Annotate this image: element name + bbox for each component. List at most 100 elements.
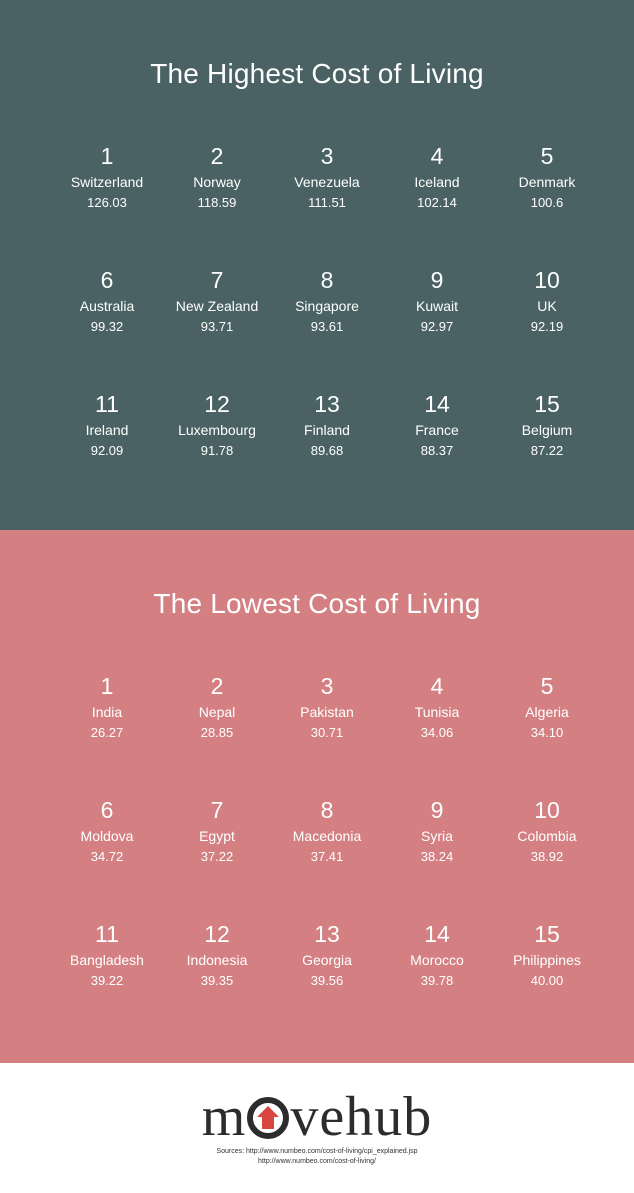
sources-line-1: Sources: http://www.numbeo.com/cost-of-l…: [216, 1148, 418, 1155]
lowest-cost-grid: 1 India 26.27 2 Nepal 28.85 3 Pakistan 30.71 4 Tun…: [52, 672, 582, 1044]
cost-index-value: 100.6: [530, 195, 564, 210]
country-name: Pakistan: [300, 704, 354, 720]
cost-index-value: 37.41: [310, 849, 344, 864]
cost-index-value: 92.97: [420, 319, 454, 334]
rank-number: 1: [100, 143, 114, 169]
country-name: Bangladesh: [70, 952, 144, 968]
cost-index-value: 38.24: [420, 849, 454, 864]
country-name: Nepal: [198, 704, 236, 720]
cost-index-value: 39.56: [310, 973, 344, 988]
lowest-entry: 3 Pakistan 30.71: [272, 672, 382, 796]
rank-number: 11: [95, 921, 119, 947]
cost-index-value: 92.09: [90, 443, 124, 458]
lowest-entry: 12 Indonesia 39.35: [162, 920, 272, 1044]
country-name: France: [415, 422, 459, 438]
rank-number: 13: [314, 921, 340, 947]
cost-index-value: 34.06: [420, 725, 454, 740]
rank-number: 5: [540, 143, 554, 169]
rank-number: 4: [430, 143, 444, 169]
cost-index-value: 34.72: [90, 849, 124, 864]
country-name: Moldova: [80, 828, 134, 844]
rank-number: 8: [320, 797, 334, 823]
footer: m vehub Sources: http://www.numbeo.com/co…: [0, 1063, 634, 1193]
rank-number: 7: [210, 797, 224, 823]
cost-index-value: 93.61: [310, 319, 344, 334]
country-name: Norway: [193, 174, 241, 190]
cost-index-value: 92.19: [530, 319, 564, 334]
country-name: Georgia: [302, 952, 352, 968]
rank-number: 5: [540, 673, 554, 699]
rank-number: 2: [210, 673, 224, 699]
country-name: Colombia: [517, 828, 577, 844]
rank-number: 10: [534, 797, 560, 823]
highest-entry: 2 Norway 118.59: [162, 142, 272, 266]
cost-index-value: 89.68: [310, 443, 344, 458]
rank-number: 4: [430, 673, 444, 699]
country-name: Switzerland: [70, 174, 144, 190]
rank-number: 9: [430, 797, 444, 823]
rank-number: 15: [534, 391, 560, 417]
country-name: Finland: [304, 422, 350, 438]
cost-index-value: 88.37: [420, 443, 454, 458]
cost-index-value: 38.92: [530, 849, 564, 864]
sources-note: Sources: http://www.numbeo.com/cost-of-l…: [0, 1147, 634, 1167]
rank-number: 6: [100, 267, 114, 293]
country-name: Algeria: [525, 704, 569, 720]
highest-entry: 12 Luxembourg 91.78: [162, 390, 272, 514]
lowest-entry: 4 Tunisia 34.06: [382, 672, 492, 796]
rank-number: 12: [204, 391, 230, 417]
cost-index-value: 93.71: [200, 319, 234, 334]
highest-entry: 3 Venezuela 111.51: [272, 142, 382, 266]
country-name: Indonesia: [186, 952, 248, 968]
highest-cost-grid: 1 Switzerland 126.03 2 Norway 118.59 3 Venezuel…: [52, 142, 582, 514]
lowest-cost-section: The Lowest Cost of Living 1 India 26.27 2 Ne…: [0, 530, 634, 1063]
cost-index-value: 102.14: [417, 195, 457, 210]
rank-number: 7: [210, 267, 224, 293]
rank-number: 11: [95, 391, 119, 417]
country-name: Iceland: [414, 174, 460, 190]
country-name: Ireland: [85, 422, 129, 438]
country-name: New Zealand: [175, 298, 259, 314]
cost-index-value: 39.35: [200, 973, 234, 988]
lowest-cost-title: The Lowest Cost of Living: [153, 588, 481, 619]
cost-index-value: 111.51: [308, 195, 346, 210]
lowest-entry: 9 Syria 38.24: [382, 796, 492, 920]
lowest-entry: 1 India 26.27: [52, 672, 162, 796]
highest-entry: 13 Finland 89.68: [272, 390, 382, 514]
lowest-entry: 7 Egypt 37.22: [162, 796, 272, 920]
highest-entry: 9 Kuwait 92.97: [382, 266, 492, 390]
cost-index-value: 39.78: [420, 973, 454, 988]
sources-line-2: http://www.numbeo.com/cost-of-living/: [258, 1158, 376, 1165]
highest-entry: 1 Switzerland 126.03: [52, 142, 162, 266]
country-name: Denmark: [518, 174, 576, 190]
highest-entry: 7 New Zealand 93.71: [162, 266, 272, 390]
logo-text-prefix: m: [201, 1086, 247, 1148]
rank-number: 13: [314, 391, 340, 417]
rank-number: 3: [320, 673, 334, 699]
rank-number: 1: [100, 673, 114, 699]
lowest-row: 11 Bangladesh 39.22 12 Indonesia 39.35 13 Georg…: [52, 920, 582, 1044]
lowest-entry: 2 Nepal 28.85: [162, 672, 272, 796]
lowest-entry: 5 Algeria 34.10: [492, 672, 602, 796]
country-name: Egypt: [199, 828, 235, 844]
highest-entry: 4 Iceland 102.14: [382, 142, 492, 266]
country-name: Macedonia: [292, 828, 362, 844]
lowest-entry: 13 Georgia 39.56: [272, 920, 382, 1044]
cost-index-value: 91.78: [200, 443, 234, 458]
country-name: Tunisia: [414, 704, 460, 720]
highest-entry: 8 Singapore 93.61: [272, 266, 382, 390]
rank-number: 8: [320, 267, 334, 293]
lowest-entry: 10 Colombia 38.92: [492, 796, 602, 920]
lowest-row: 6 Moldova 34.72 7 Egypt 37.22 8 Macedonia 37.41 9…: [52, 796, 582, 920]
highest-cost-section: The Highest Cost of Living 1 Switzerland 1…: [0, 0, 634, 530]
rank-number: 9: [430, 267, 444, 293]
rank-number: 3: [320, 143, 334, 169]
cost-index-value: 118.59: [197, 195, 237, 210]
cost-index-value: 39.22: [90, 973, 124, 988]
lowest-row: 1 India 26.27 2 Nepal 28.85 3 Pakistan 30.71 4 Tun…: [52, 672, 582, 796]
cost-index-value: 99.32: [90, 319, 124, 334]
highest-row: 6 Australia 99.32 7 New Zealand 93.71 8 Singapo…: [52, 266, 582, 390]
lowest-entry: 11 Bangladesh 39.22: [52, 920, 162, 1044]
highest-entry: 5 Denmark 100.6: [492, 142, 602, 266]
movehub-logo: m vehub: [0, 1087, 634, 1147]
